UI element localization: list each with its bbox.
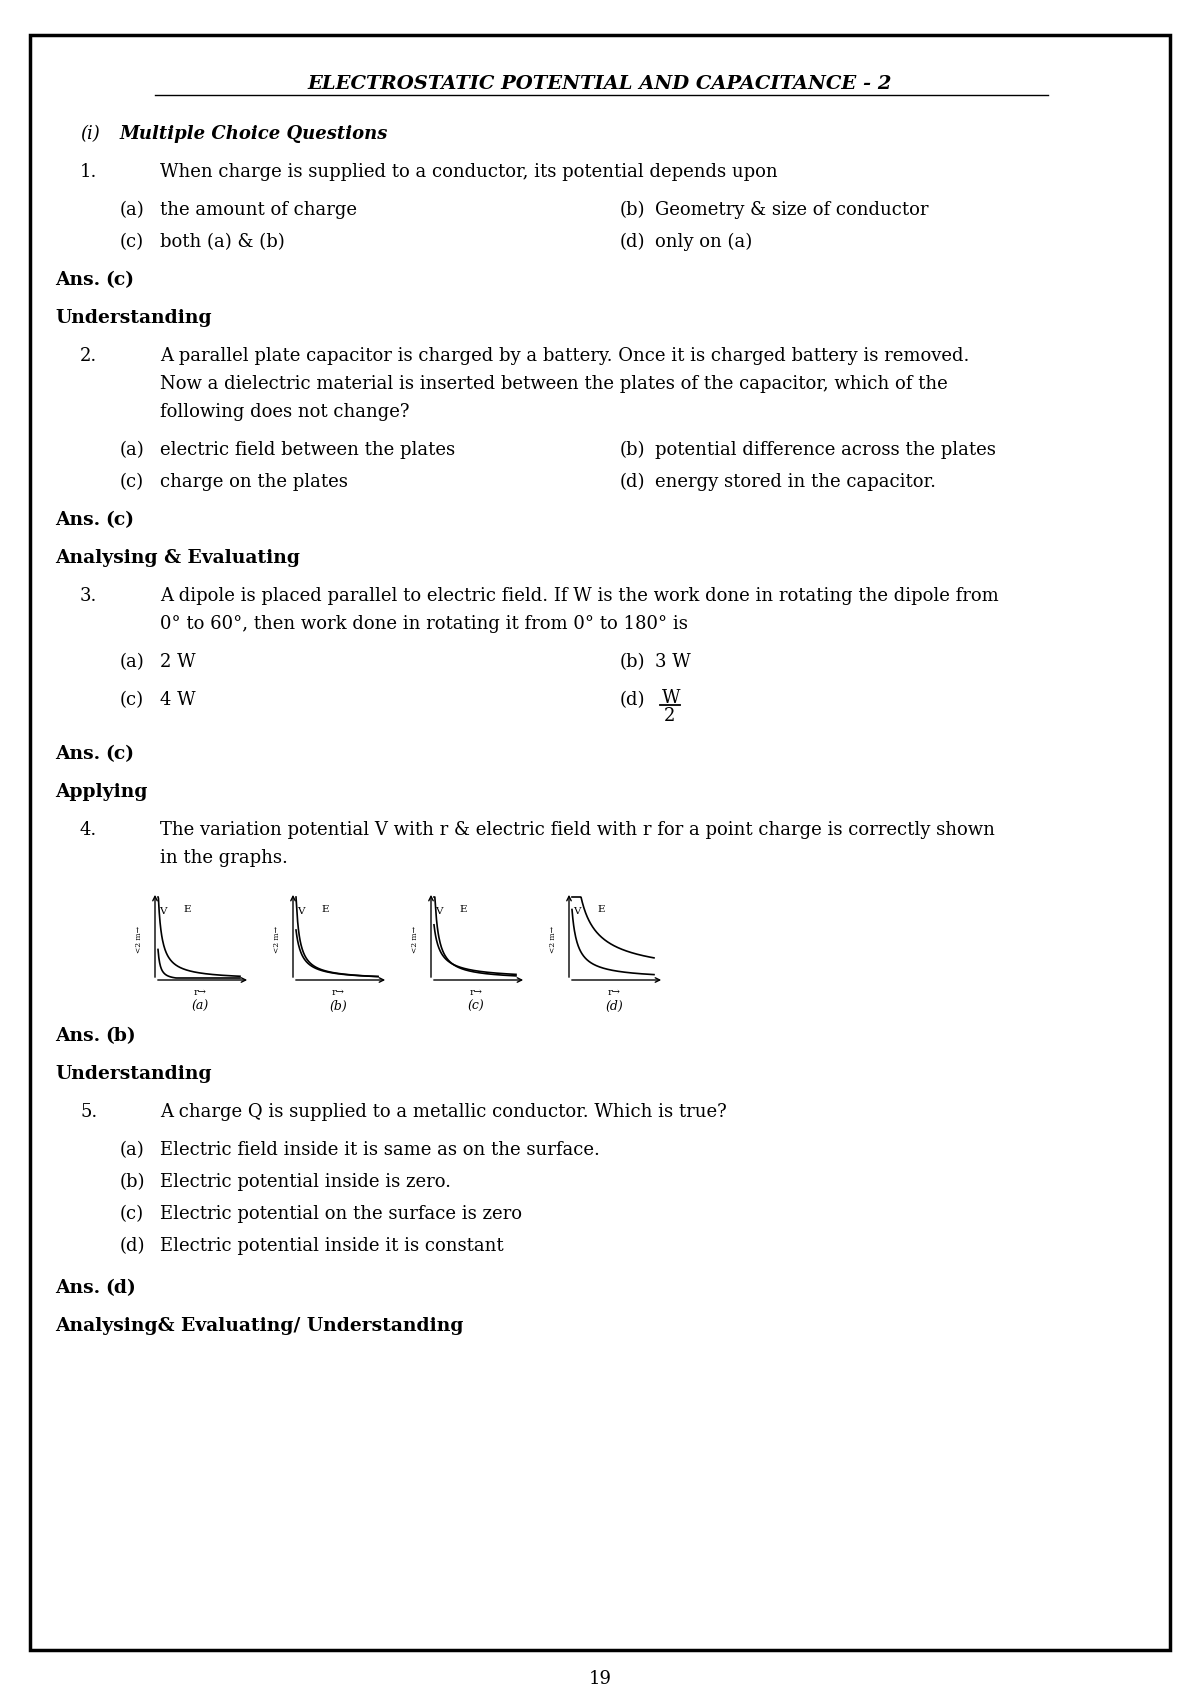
Text: 0° to 60°, then work done in rotating it from 0° to 180° is: 0° to 60°, then work done in rotating it… — [160, 614, 688, 633]
Text: (b): (b) — [620, 200, 646, 219]
Text: (a): (a) — [120, 200, 145, 219]
Text: 3 W: 3 W — [655, 653, 691, 670]
Text: electric field between the plates: electric field between the plates — [160, 441, 455, 458]
Text: When charge is supplied to a conductor, its potential depends upon: When charge is supplied to a conductor, … — [160, 163, 778, 182]
Text: 2.: 2. — [80, 346, 97, 365]
Text: (b): (b) — [106, 1027, 136, 1045]
Text: Understanding: Understanding — [55, 1066, 211, 1083]
Text: (d): (d) — [106, 1280, 136, 1297]
Text: (d): (d) — [120, 1237, 145, 1256]
Text: E: E — [182, 905, 191, 915]
Text: Geometry & size of conductor: Geometry & size of conductor — [655, 200, 929, 219]
Text: Analysing & Evaluating: Analysing & Evaluating — [55, 550, 300, 567]
Text: <2 m→: <2 m→ — [274, 927, 281, 954]
Text: (a): (a) — [120, 1140, 145, 1159]
Text: Electric potential inside is zero.: Electric potential inside is zero. — [160, 1173, 451, 1191]
Text: A parallel plate capacitor is charged by a battery. Once it is charged battery i: A parallel plate capacitor is charged by… — [160, 346, 970, 365]
Text: (d): (d) — [620, 473, 646, 490]
Text: V: V — [298, 906, 305, 916]
Text: (c): (c) — [106, 272, 134, 288]
Text: r→: r→ — [331, 988, 344, 998]
Text: Ans.: Ans. — [55, 745, 100, 764]
Text: (a): (a) — [191, 1000, 209, 1013]
Text: <2 m→: <2 m→ — [134, 927, 143, 954]
Text: Multiple Choice Questions: Multiple Choice Questions — [120, 126, 389, 143]
Text: Applying: Applying — [55, 782, 148, 801]
Text: (a): (a) — [120, 441, 145, 458]
Text: 4.: 4. — [80, 821, 97, 838]
Text: both (a) & (b): both (a) & (b) — [160, 232, 284, 251]
Text: 4 W: 4 W — [160, 691, 196, 709]
Text: 5.: 5. — [80, 1103, 97, 1122]
Text: (d): (d) — [620, 232, 646, 251]
Text: (c): (c) — [120, 691, 144, 709]
Text: Ans.: Ans. — [55, 272, 100, 288]
Text: ELECTROSTATIC POTENTIAL AND CAPACITANCE - 2: ELECTROSTATIC POTENTIAL AND CAPACITANCE … — [307, 75, 893, 93]
Text: r→: r→ — [607, 988, 620, 998]
Text: A charge Q is supplied to a metallic conductor. Which is true?: A charge Q is supplied to a metallic con… — [160, 1103, 727, 1122]
Text: E: E — [458, 905, 467, 915]
Text: Ans.: Ans. — [55, 1027, 100, 1045]
Text: E: E — [322, 905, 329, 915]
Text: in the graphs.: in the graphs. — [160, 848, 288, 867]
Text: (d): (d) — [605, 1000, 623, 1013]
Text: V: V — [436, 906, 443, 916]
Text: Electric field inside it is same as on the surface.: Electric field inside it is same as on t… — [160, 1140, 600, 1159]
Text: (b): (b) — [620, 441, 646, 458]
Text: W: W — [662, 689, 680, 708]
Text: (c): (c) — [120, 473, 144, 490]
Text: A dipole is placed parallel to electric field. If W is the work done in rotating: A dipole is placed parallel to electric … — [160, 587, 998, 606]
Text: (b): (b) — [329, 1000, 347, 1013]
Text: The variation potential V with r & electric field with r for a point charge is c: The variation potential V with r & elect… — [160, 821, 995, 838]
Text: energy stored in the capacitor.: energy stored in the capacitor. — [655, 473, 936, 490]
Text: V: V — [158, 906, 167, 916]
Text: (d): (d) — [620, 691, 646, 709]
Text: 2 W: 2 W — [160, 653, 196, 670]
Text: E: E — [598, 905, 605, 915]
Text: 3.: 3. — [80, 587, 97, 606]
Text: 19: 19 — [588, 1670, 612, 1689]
Text: (c): (c) — [120, 1205, 144, 1224]
Text: (i): (i) — [80, 126, 100, 143]
Text: Ans.: Ans. — [55, 511, 100, 529]
Text: (b): (b) — [120, 1173, 145, 1191]
Text: <2 m→: <2 m→ — [410, 927, 419, 954]
Text: (c): (c) — [106, 745, 134, 764]
Text: Understanding: Understanding — [55, 309, 211, 328]
Text: (c): (c) — [106, 511, 134, 529]
Text: <2 m→: <2 m→ — [550, 927, 557, 954]
Text: r→: r→ — [193, 988, 206, 998]
Text: Ans.: Ans. — [55, 1280, 100, 1297]
Text: the amount of charge: the amount of charge — [160, 200, 358, 219]
Text: potential difference across the plates: potential difference across the plates — [655, 441, 996, 458]
Text: following does not change?: following does not change? — [160, 402, 409, 421]
Text: (c): (c) — [468, 1000, 485, 1013]
Text: (c): (c) — [120, 232, 144, 251]
Text: (a): (a) — [120, 653, 145, 670]
Text: charge on the plates: charge on the plates — [160, 473, 348, 490]
Text: (b): (b) — [620, 653, 646, 670]
Text: 2: 2 — [664, 708, 676, 725]
Text: Now a dielectric material is inserted between the plates of the capacitor, which: Now a dielectric material is inserted be… — [160, 375, 948, 394]
Text: r→: r→ — [469, 988, 482, 998]
Text: Analysing& Evaluating/ Understanding: Analysing& Evaluating/ Understanding — [55, 1317, 463, 1336]
Text: 1.: 1. — [80, 163, 97, 182]
Text: Electric potential inside it is constant: Electric potential inside it is constant — [160, 1237, 504, 1256]
Text: V: V — [574, 906, 581, 916]
Text: Electric potential on the surface is zero: Electric potential on the surface is zer… — [160, 1205, 522, 1224]
Text: only on (a): only on (a) — [655, 232, 752, 251]
